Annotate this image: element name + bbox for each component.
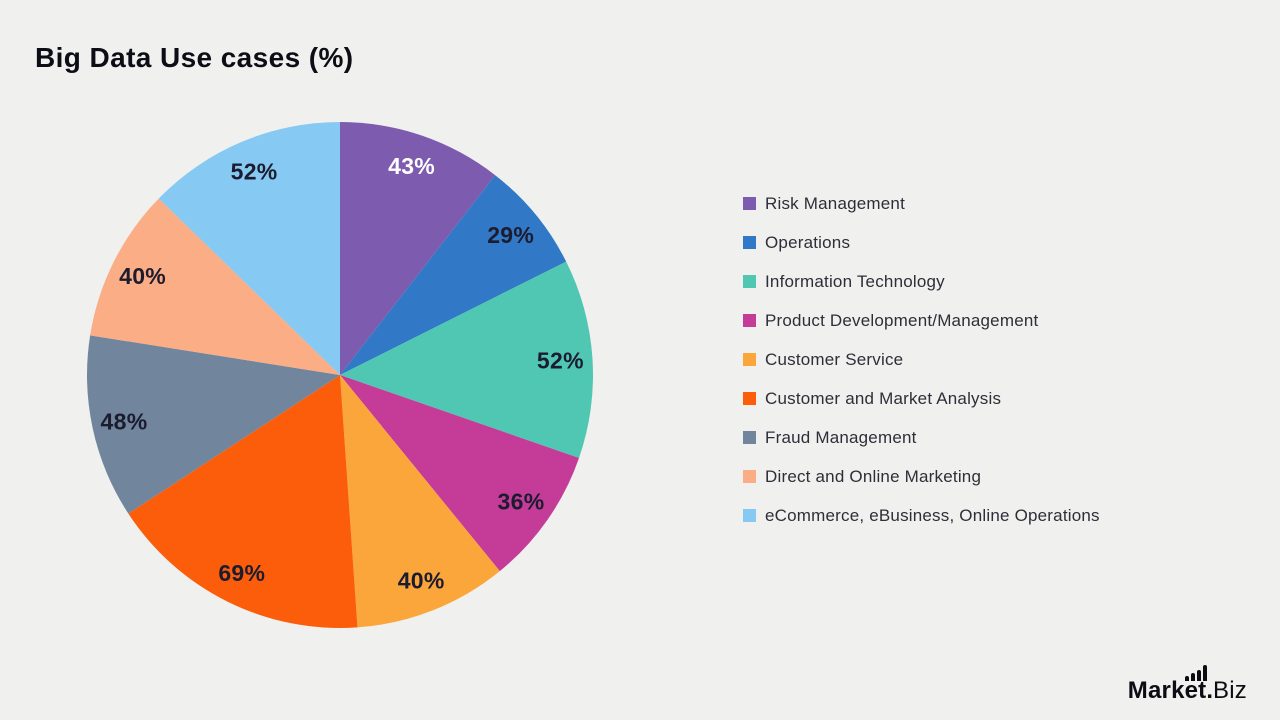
pie-slice-risk-management <box>340 122 496 375</box>
legend-item-label: Operations <box>765 232 851 252</box>
pie-slice-customer-and-market-analysis <box>128 375 358 629</box>
legend-swatch-icon <box>743 431 756 444</box>
legend-item-label: Customer Service <box>765 349 904 369</box>
legend-swatch-icon <box>743 314 756 327</box>
legend-swatch-icon <box>743 197 756 210</box>
legend-swatch-icon <box>743 236 756 249</box>
legend-item-operations: Operations <box>743 223 1100 262</box>
legend-swatch-icon <box>743 353 756 366</box>
pie-slice-fraud-management <box>87 335 340 514</box>
legend-item-label: Risk Management <box>765 193 906 213</box>
brand-logo-text: Market.Biz <box>1128 678 1247 704</box>
legend-item-information-technology: Information Technology <box>743 262 1100 301</box>
pie-chart-svg: 43% 29% 52% 36% 40% 69% 48% 40% 52% <box>87 121 594 629</box>
pie-value-label-risk-management: 43% <box>388 153 435 179</box>
legend-item-product-development-management: Product Development/Management <box>743 301 1100 340</box>
pie-value-label-direct-and-online-marketing: 40% <box>119 263 166 289</box>
bar-chart-icon <box>1184 664 1247 681</box>
brand-name-bold: Market <box>1127 677 1207 704</box>
brand-name-light: Biz <box>1213 677 1247 704</box>
legend-item-label: eCommerce, eBusiness, Online Operations <box>765 505 1100 525</box>
pie-slice-customer-service <box>340 375 500 628</box>
pie-slice-information-technology <box>340 261 594 458</box>
legend-item-risk-management: Risk Management <box>743 184 1100 223</box>
legend-item-label: Fraud Management <box>765 427 917 447</box>
pie-value-label-customer-and-market-analysis: 69% <box>218 560 265 586</box>
legend-swatch-icon <box>743 275 756 288</box>
legend-item-direct-and-online-marketing: Direct and Online Marketing <box>743 457 1100 496</box>
pie-value-label-information-technology: 52% <box>537 348 584 374</box>
pie-slice-ecommerce-ebusiness-online-operations <box>158 121 340 375</box>
pie-value-label-ecommerce-ebusiness-online-operations: 52% <box>231 159 278 185</box>
pie-slice-product-development-management <box>340 375 580 572</box>
legend-swatch-icon <box>743 392 756 405</box>
pie-value-label-product-development-management: 36% <box>498 489 545 515</box>
legend: Risk Management Operations Information Tec… <box>743 184 1100 535</box>
pie-slice-operations <box>340 175 567 375</box>
legend-swatch-icon <box>743 470 756 483</box>
pie-slice-direct-and-online-marketing <box>90 198 340 375</box>
page-title: Big Data Use cases (%) <box>35 42 354 73</box>
pie-chart: 43% 29% 52% 36% 40% 69% 48% 40% 52% <box>85 120 595 630</box>
legend-item-label: Customer and Market Analysis <box>765 388 1002 408</box>
brand-logo: Market.Biz <box>1128 664 1247 704</box>
legend-swatch-icon <box>743 509 756 522</box>
legend-item-ecommerce-ebusiness-online-operations: eCommerce, eBusiness, Online Operations <box>743 496 1100 535</box>
pie-value-label-customer-service: 40% <box>398 567 445 593</box>
legend-item-customer-service: Customer Service <box>743 340 1100 379</box>
legend-item-label: Direct and Online Marketing <box>765 466 982 486</box>
legend-item-customer-and-market-analysis: Customer and Market Analysis <box>743 379 1100 418</box>
brand-dot: . <box>1206 677 1214 704</box>
pie-value-label-fraud-management: 48% <box>101 408 148 434</box>
legend-item-label: Product Development/Management <box>765 310 1039 330</box>
legend-item-label: Information Technology <box>765 271 945 291</box>
legend-item-fraud-management: Fraud Management <box>743 418 1100 457</box>
pie-value-label-operations: 29% <box>487 222 534 248</box>
